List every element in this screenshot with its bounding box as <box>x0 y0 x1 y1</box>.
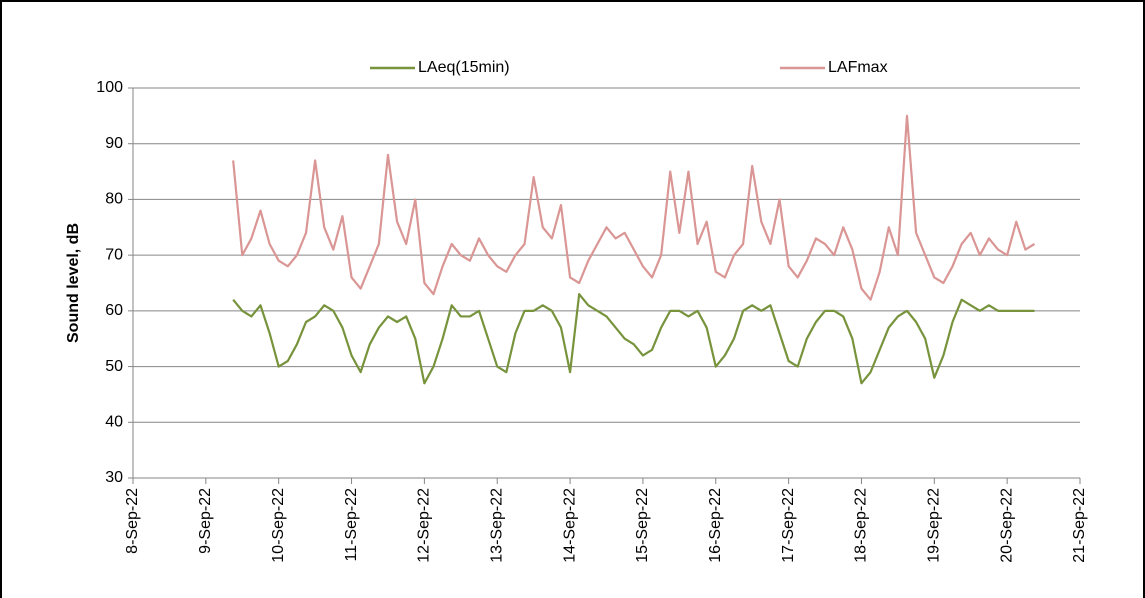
x-tick-label: 10-Sep-22 <box>270 488 287 563</box>
y-tick-label: 30 <box>105 469 123 486</box>
x-tick-label: 21-Sep-22 <box>1071 488 1088 563</box>
x-tick-label: 18-Sep-22 <box>853 488 870 563</box>
legend-label: LAFmax <box>828 59 888 76</box>
legend-label: LAeq(15min) <box>418 59 510 76</box>
y-tick-label: 60 <box>105 302 123 319</box>
x-tick-label: 8-Sep-22 <box>124 488 141 554</box>
x-tick-label: 16-Sep-22 <box>707 488 724 563</box>
x-tick-label: 13-Sep-22 <box>488 488 505 563</box>
x-tick-label: 20-Sep-22 <box>998 488 1015 563</box>
series-line <box>232 114 1036 301</box>
x-tick-label: 11-Sep-22 <box>343 488 360 562</box>
y-tick-label: 70 <box>105 246 123 263</box>
x-tick-label: 15-Sep-22 <box>634 488 651 563</box>
y-tick-label: 80 <box>105 191 123 208</box>
x-tick-label: 9-Sep-22 <box>197 488 214 554</box>
y-axis-title: Sound level, dB <box>65 223 82 343</box>
y-tick-label: 40 <box>105 414 123 431</box>
y-tick-label: 90 <box>105 135 123 152</box>
x-tick-label: 19-Sep-22 <box>926 488 943 563</box>
y-tick-label: 50 <box>105 358 123 375</box>
y-tick-label: 100 <box>96 79 123 96</box>
x-tick-label: 12-Sep-22 <box>416 488 433 563</box>
x-tick-label: 14-Sep-22 <box>561 488 578 563</box>
x-tick-label: 17-Sep-22 <box>780 488 797 563</box>
series-line <box>232 293 1035 385</box>
